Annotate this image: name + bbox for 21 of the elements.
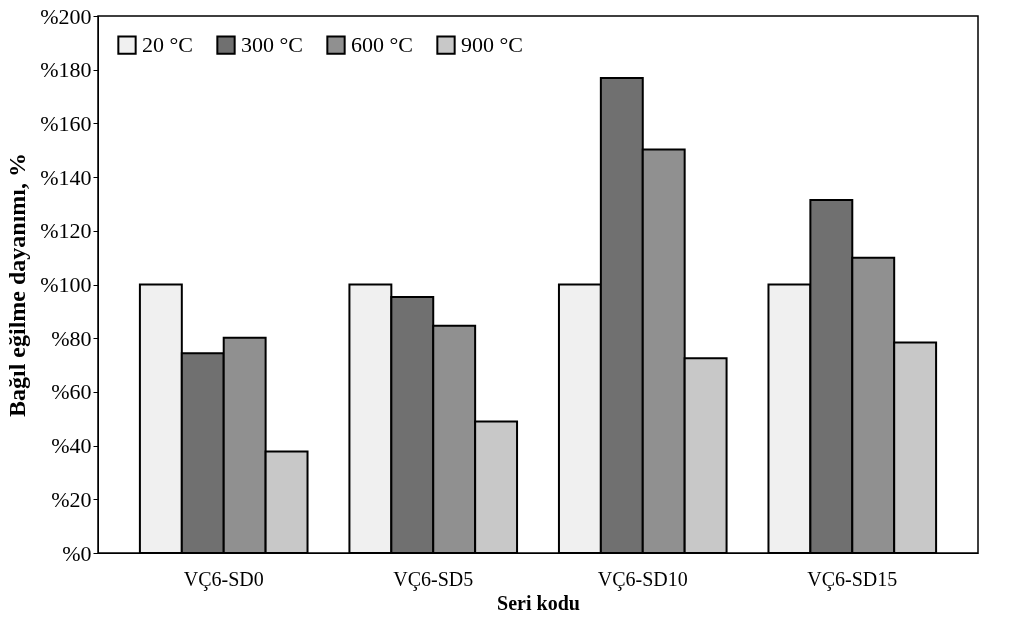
y-tick-label: %60 [51,379,92,405]
y-tick-label: %0 [62,540,92,566]
legend-label: 600 °C [351,32,413,58]
y-tick-label: %160 [40,110,92,136]
y-tick-label: %200 [40,3,92,29]
y-tick-label: %120 [40,218,92,244]
x-tick-label: VÇ6-SD10 [597,567,688,591]
y-tick-label: %20 [51,486,92,512]
legend-label: 900 °C [461,32,523,58]
y-tick-label: %140 [40,164,92,190]
x-axis-title: Seri kodu [497,591,580,614]
x-tick-label: VÇ6-SD15 [807,567,898,591]
x-tick-label: VÇ6-SD0 [183,567,264,591]
y-tick-label: %80 [51,325,92,351]
y-tick-label: %40 [51,433,92,459]
y-axis-title: Bağıl eğilme dayanımı, % [4,153,31,417]
x-tick-label: VÇ6-SD5 [393,567,474,591]
legend-label: 300 °C [241,32,303,58]
legend-label: 20 °C [142,32,193,58]
y-tick-label: %180 [40,57,92,83]
y-tick-label: %100 [40,272,92,297]
